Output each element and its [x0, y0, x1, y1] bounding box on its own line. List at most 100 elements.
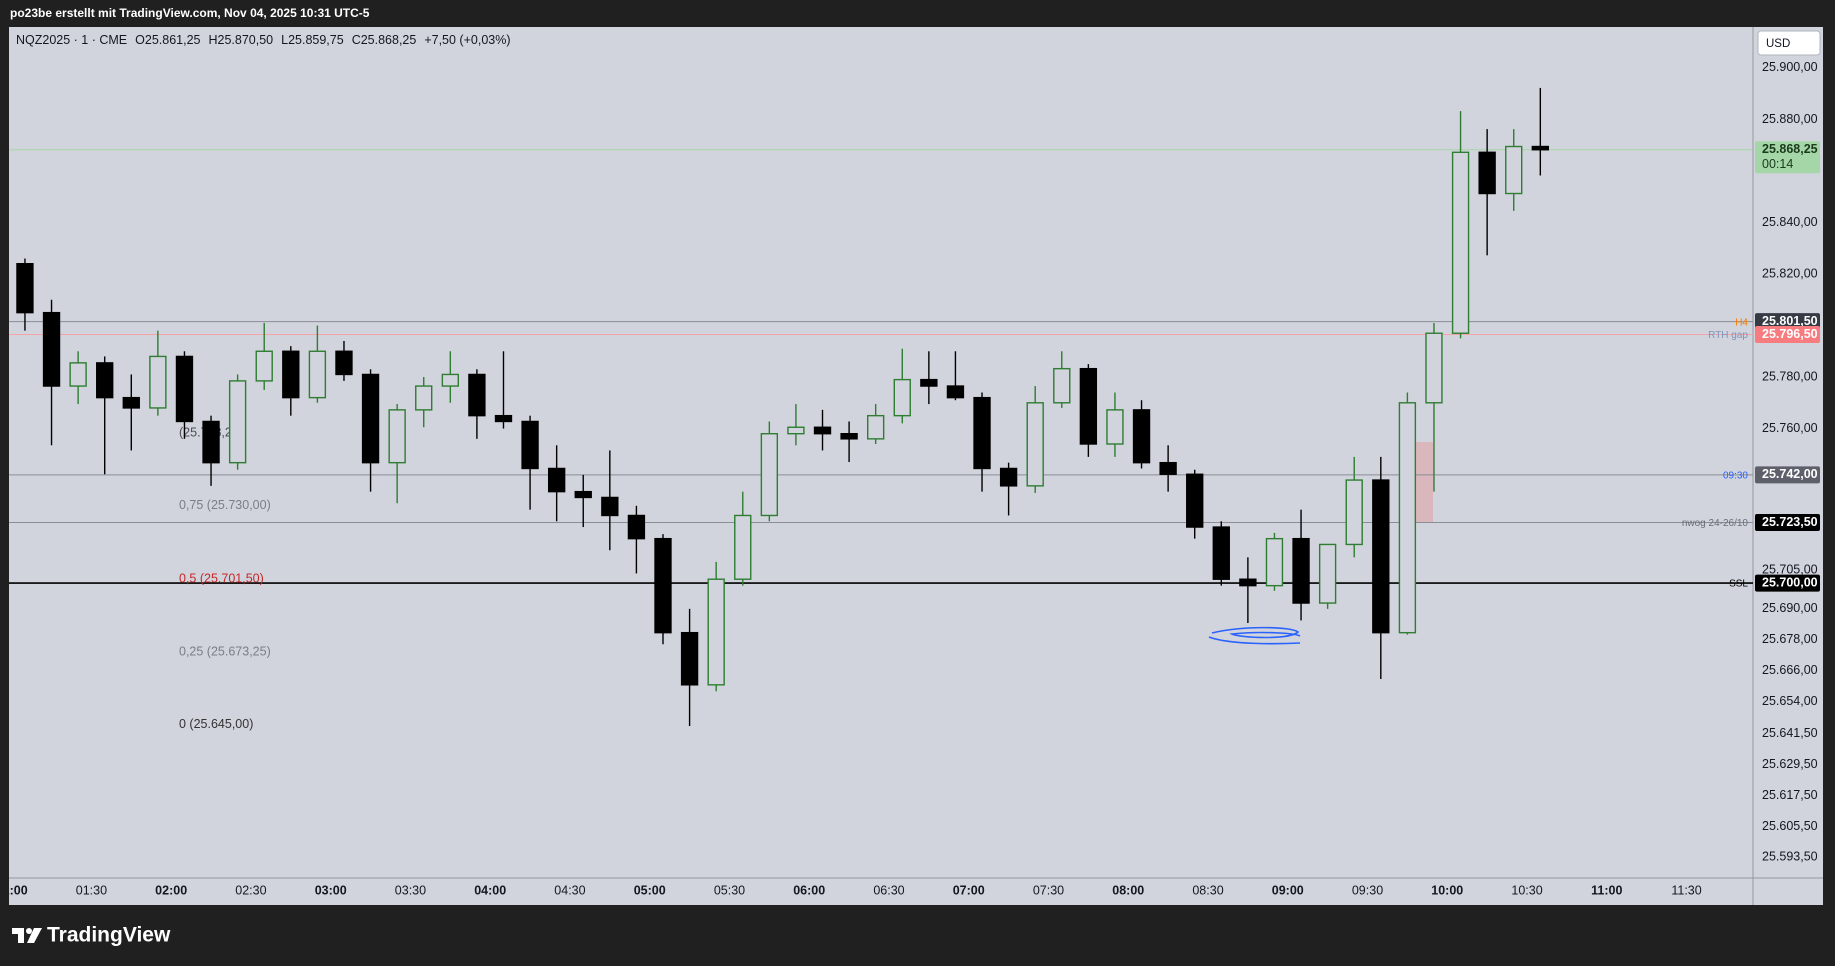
candle-body [42, 311, 61, 387]
time-axis: 01:00 01:30 02:00 02:30 03:00 03:30 04:00 04:30… [0, 883, 1702, 897]
price-badge-label: 25.801,50 [1762, 314, 1818, 328]
countdown: 00:14 [1762, 157, 1793, 171]
candle-body [1318, 543, 1337, 604]
x-tick-label: 01:30 [76, 883, 107, 897]
candle-body [867, 414, 885, 440]
candle-body [999, 467, 1018, 487]
candle-body [760, 432, 779, 517]
candle-body [69, 362, 87, 387]
y-tick-label: 25.880,00 [1762, 112, 1818, 126]
candle-body [627, 514, 646, 540]
x-tick-label: 11:30 [1671, 883, 1701, 897]
x-tick-label: 01:00 [0, 883, 28, 897]
x-tick-label: 04:30 [554, 883, 585, 897]
candle-body [893, 378, 911, 417]
candle-body [654, 537, 672, 634]
candle-body [255, 350, 273, 382]
price-badge-label: 25.742,00 [1762, 467, 1818, 481]
candle-body [601, 496, 619, 517]
y-tick-label: 25.593,50 [1762, 850, 1818, 864]
candle-body [1292, 537, 1310, 604]
currency[interactable]: USD [1766, 38, 1790, 50]
ohlc-value: L25.859,75 [281, 33, 344, 47]
x-tick-label: 02:30 [235, 883, 266, 897]
ohlc-value: O25.861,25 [135, 33, 200, 47]
y-tick-label: 25.641,50 [1762, 726, 1818, 740]
chart-background [9, 27, 1823, 905]
candle-body [920, 378, 938, 387]
candle-body [361, 373, 380, 464]
line-tag: nwog 24-26/10 [1682, 518, 1749, 529]
x-tick-label: 09:00 [1272, 883, 1304, 897]
fib-label: 0 (25.645,00) [179, 717, 253, 731]
candle-body [388, 409, 406, 464]
candle-body [282, 350, 300, 399]
legend: NQZ2025 · 1 · CME O25.861,25 H25.870,50 L25… [16, 33, 511, 47]
candle-body [734, 514, 752, 580]
candle-body [1159, 461, 1177, 475]
x-tick-label: 02:00 [155, 883, 187, 897]
candle-body [813, 426, 832, 435]
x-tick-label: 05:30 [714, 883, 745, 897]
candle-body [494, 414, 513, 423]
y-tick-label: 25.780,00 [1762, 369, 1818, 383]
brand-logo [12, 928, 42, 943]
line-tag: H4 [1735, 317, 1748, 328]
x-tick-label: 07:00 [953, 883, 985, 897]
symbol-title: NQZ2025 · 1 · CME [16, 33, 127, 47]
candle-body [1132, 409, 1151, 464]
candle-body [175, 355, 194, 423]
y-tick-label: 25.840,00 [1762, 215, 1818, 229]
candle-body [1398, 402, 1417, 634]
candle-body [840, 432, 858, 440]
y-tick-label: 25.678,00 [1762, 632, 1818, 646]
candle-body [1478, 151, 1496, 195]
fib-label: 0,5 (25.701,50) [179, 572, 264, 586]
candle-body [707, 578, 725, 686]
price-badge [1755, 514, 1820, 532]
ohlc-value: +7,50 (+0,03%) [424, 33, 510, 47]
price-badge-label: 25.723,50 [1762, 515, 1818, 529]
candle-body [468, 373, 486, 417]
price-badge-label: 25.700,00 [1762, 575, 1818, 589]
plot-area: (25.758,25)0,75 (25.730,00)0,5 (25.701,5… [9, 87, 1753, 731]
currency-box[interactable] [1757, 30, 1821, 56]
candle-body [441, 373, 459, 387]
candle-body [1505, 145, 1523, 195]
candle-body [1212, 526, 1230, 580]
candle-body [202, 420, 220, 464]
line-tag: RTH gap [1708, 330, 1748, 341]
ohlc-value: H25.870,50 [208, 33, 273, 47]
candle-body [1106, 409, 1124, 445]
candle-body [1053, 367, 1071, 404]
y-tick-label: 25.760,00 [1762, 421, 1818, 435]
line-tag: SSL [1729, 579, 1748, 590]
candle-body [973, 396, 991, 470]
candle-body [1451, 151, 1470, 334]
candle-body [1425, 332, 1443, 404]
candle-body [96, 362, 114, 399]
candle-body [1026, 402, 1044, 487]
candle-body [122, 396, 140, 409]
y-tick-label: 25.690,00 [1762, 601, 1818, 615]
y-tick-label: 25.820,00 [1762, 266, 1818, 280]
candle-body [680, 631, 699, 686]
fib-label: 0,25 (25.673,25) [179, 644, 271, 658]
candle-body [1186, 473, 1204, 528]
attribution: po23be erstellt mit TradingView.com, Nov… [10, 6, 370, 20]
brand: TradingView [47, 924, 171, 947]
x-tick-label: 03:00 [315, 883, 347, 897]
candle-body [1239, 578, 1257, 587]
candle-body [1372, 479, 1390, 634]
candle-body [574, 490, 592, 499]
price-badge [1755, 326, 1820, 344]
y-tick-label: 25.654,00 [1762, 694, 1818, 708]
fib-label: 0,75 (25.730,00) [179, 498, 271, 512]
line-tag: 09:30 [1723, 471, 1748, 482]
x-tick-label: 09:30 [1352, 883, 1383, 897]
y-tick-label: 25.900,00 [1762, 60, 1818, 74]
x-tick-label: 06:30 [873, 883, 904, 897]
candle-body [415, 385, 433, 411]
y-tick-label: 25.705,00 [1762, 563, 1818, 577]
